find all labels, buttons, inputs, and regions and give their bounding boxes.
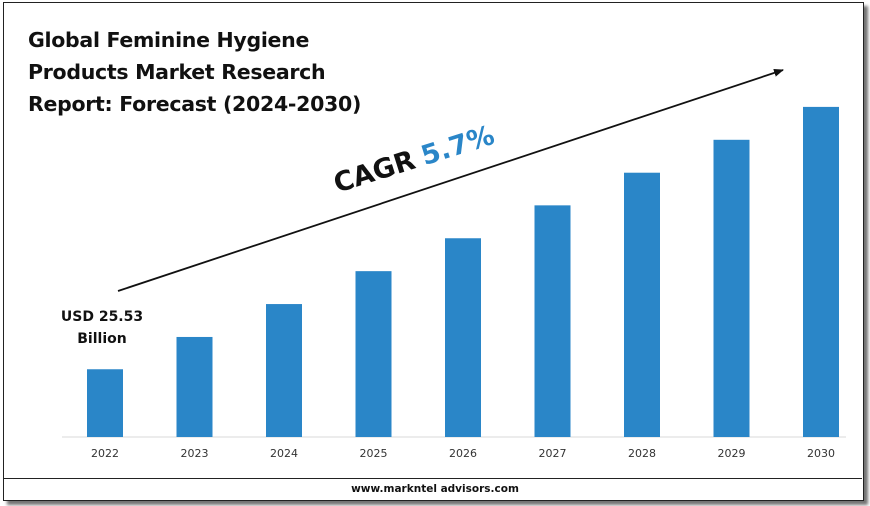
start-value-line-2: Billion bbox=[77, 331, 127, 347]
x-tick-label-2023: 2023 bbox=[181, 447, 209, 460]
bar-2022 bbox=[87, 369, 123, 437]
bar-2024 bbox=[266, 304, 302, 437]
x-tick-label-2027: 2027 bbox=[539, 447, 567, 460]
bar-2023 bbox=[176, 336, 213, 437]
x-tick-label-2029: 2029 bbox=[718, 447, 746, 460]
cagr-trend-arrow bbox=[117, 69, 784, 292]
bars-group bbox=[87, 106, 839, 437]
bar-2025 bbox=[355, 271, 392, 437]
x-tick-label-2026: 2026 bbox=[449, 447, 477, 460]
x-tick-labels: 2022 2023 2024 2025 2026 2027 2028 2029 2030 bbox=[91, 447, 835, 460]
bar-2028 bbox=[624, 172, 660, 437]
footer-strip bbox=[3, 478, 862, 500]
bar-2029 bbox=[713, 139, 750, 437]
start-value-annotation: USD 25.53 Billion bbox=[52, 306, 152, 350]
start-value-line-1: USD 25.53 bbox=[60, 309, 144, 325]
chart-title: Global Feminine Hygiene Products Market … bbox=[28, 24, 408, 120]
title-line-3: Report: Forecast (2024-2030) bbox=[28, 92, 362, 116]
bar-2027 bbox=[534, 205, 571, 437]
x-tick-label-2030: 2030 bbox=[807, 447, 835, 460]
footer-website[interactable]: www.markntel advisors.com bbox=[351, 483, 519, 495]
x-tick-label-2028: 2028 bbox=[628, 447, 656, 460]
bar-2030 bbox=[803, 106, 839, 437]
title-line-2: Products Market Research bbox=[28, 60, 326, 84]
bar-2026 bbox=[445, 238, 481, 437]
x-tick-label-2024: 2024 bbox=[270, 447, 298, 460]
title-line-1: Global Feminine Hygiene bbox=[28, 28, 310, 52]
x-tick-label-2025: 2025 bbox=[360, 447, 388, 460]
x-tick-label-2022: 2022 bbox=[91, 447, 119, 460]
